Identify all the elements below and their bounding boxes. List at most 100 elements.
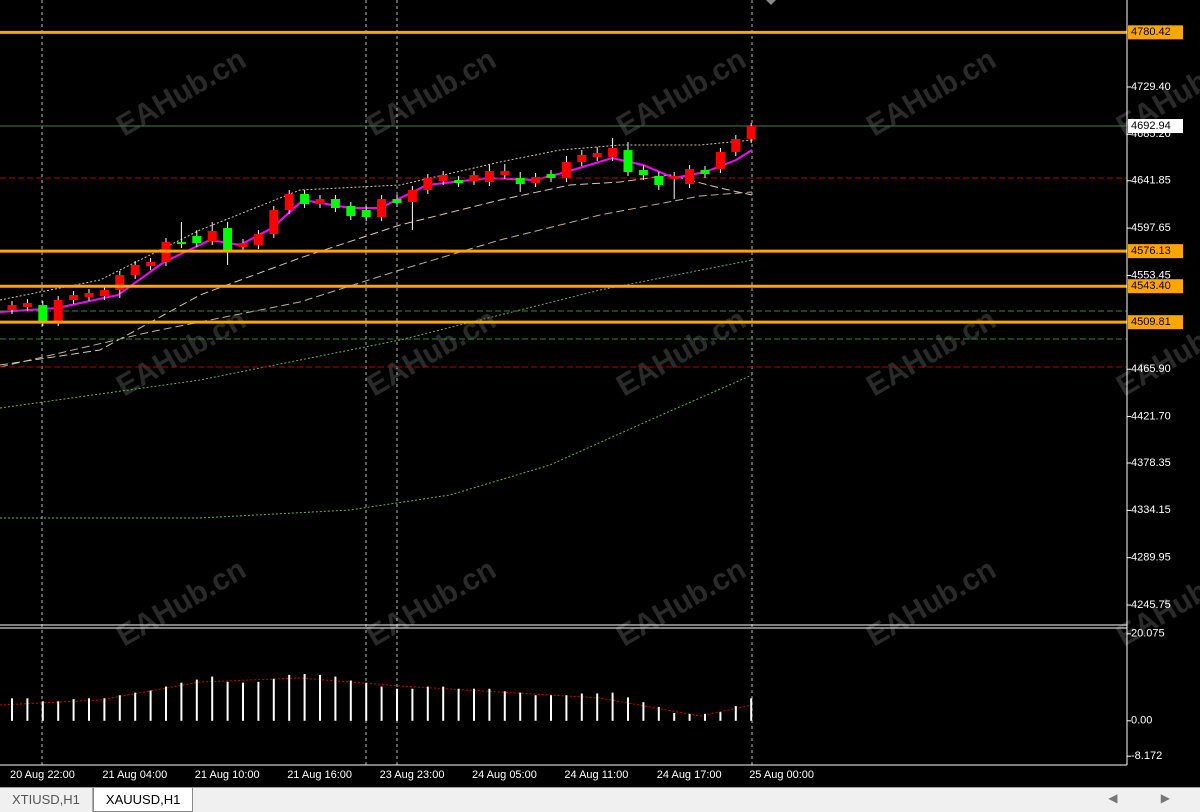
candle-body bbox=[130, 264, 140, 276]
histogram-bar bbox=[565, 695, 568, 721]
candle-body bbox=[84, 293, 94, 298]
histogram-bar bbox=[11, 698, 13, 721]
candle-body bbox=[99, 290, 109, 297]
candle-body bbox=[300, 193, 310, 205]
watermark: EAHub.cn bbox=[861, 43, 1002, 143]
candle-body bbox=[346, 205, 356, 217]
tab[interactable]: XAUUSD,H1 bbox=[92, 788, 194, 812]
candle-body bbox=[700, 169, 710, 175]
tab-scroll[interactable]: ◀ ▶ bbox=[1108, 791, 1190, 805]
histogram-bar bbox=[319, 674, 321, 721]
candle-body bbox=[685, 169, 695, 185]
histogram-bar bbox=[118, 695, 121, 721]
candle-body bbox=[715, 151, 725, 170]
histogram-bar bbox=[303, 674, 306, 721]
indicators bbox=[0, 139, 753, 717]
histogram-bar bbox=[349, 680, 352, 721]
candle-body bbox=[377, 199, 387, 218]
histogram-bar bbox=[211, 676, 214, 721]
candle-body bbox=[623, 150, 633, 173]
watermarks: EAHub.cn EAHub.cn EAHub.cn EAHub.cn EAHu… bbox=[111, 43, 1200, 653]
histogram-bar bbox=[396, 688, 398, 721]
histogram-bar bbox=[26, 698, 29, 721]
watermark: EAHub.cn bbox=[361, 553, 502, 653]
histogram-bar bbox=[688, 713, 691, 721]
level-label: 4576.13 bbox=[1131, 245, 1171, 257]
level-label: 4543.40 bbox=[1131, 280, 1171, 292]
candle-body bbox=[53, 300, 63, 322]
histogram-bar bbox=[704, 713, 706, 721]
histogram-bar bbox=[41, 701, 44, 721]
candle-body bbox=[500, 171, 510, 176]
histogram-bar bbox=[534, 695, 537, 721]
histogram-bar bbox=[550, 695, 552, 721]
histogram-bar bbox=[103, 698, 106, 721]
candle-body bbox=[392, 199, 402, 203]
y-tick-label: 20.075 bbox=[1131, 628, 1165, 640]
watermark: EAHub.cn bbox=[111, 553, 252, 653]
histogram-bar bbox=[334, 676, 337, 721]
histogram-bar bbox=[88, 698, 90, 721]
y-tick-label: 4553.45 bbox=[1131, 269, 1171, 281]
histogram-bar bbox=[750, 698, 753, 721]
shift-marker bbox=[766, 0, 776, 5]
histogram-bar bbox=[473, 688, 475, 721]
candle-body bbox=[69, 294, 79, 301]
level-label-box bbox=[1128, 244, 1183, 259]
x-tick-label: 23 Aug 23:00 bbox=[380, 769, 445, 781]
histogram-bar bbox=[226, 681, 229, 721]
level-label-box bbox=[1128, 279, 1183, 294]
ma-mid bbox=[0, 259, 753, 409]
y-tick-label: 4465.90 bbox=[1131, 363, 1171, 375]
candle-body bbox=[577, 154, 587, 163]
ma-fast bbox=[0, 149, 753, 313]
candle-body bbox=[361, 210, 371, 218]
signal-line bbox=[0, 677, 753, 717]
level-label-box bbox=[1128, 25, 1183, 40]
histogram-bar bbox=[657, 706, 660, 721]
level-label-box bbox=[1128, 315, 1183, 330]
histogram-bar bbox=[257, 681, 260, 721]
candle-body bbox=[407, 190, 417, 203]
histogram-bar bbox=[180, 682, 183, 721]
histogram-bar bbox=[380, 686, 383, 721]
candle-body bbox=[284, 193, 294, 211]
y-tick-label: 4421.70 bbox=[1131, 410, 1171, 422]
candle-body bbox=[192, 236, 202, 244]
histogram-bar bbox=[411, 688, 414, 721]
level-label: 4509.81 bbox=[1131, 316, 1171, 328]
candle-body bbox=[638, 169, 648, 176]
candle-body bbox=[608, 148, 618, 158]
y-tick-label: 4729.40 bbox=[1131, 81, 1171, 93]
histogram-bar bbox=[165, 686, 167, 721]
histogram-bar bbox=[457, 688, 460, 721]
watermark: EAHub.cn bbox=[611, 43, 752, 143]
candle-body bbox=[592, 153, 602, 158]
candle-body bbox=[746, 126, 756, 140]
histogram-bar bbox=[134, 692, 137, 721]
x-tick-label: 21 Aug 16:00 bbox=[287, 769, 352, 781]
tab[interactable]: XTIUSD,H1 bbox=[0, 788, 93, 812]
candle-body bbox=[454, 180, 464, 184]
candle-body bbox=[22, 303, 32, 307]
histogram-bar bbox=[149, 690, 152, 721]
candle-body bbox=[515, 178, 525, 185]
ma-slow bbox=[0, 374, 753, 519]
histogram-bar bbox=[596, 693, 599, 721]
x-tick-label: 25 Aug 00:00 bbox=[749, 769, 814, 781]
histogram-bar bbox=[611, 692, 614, 721]
candle-body bbox=[731, 139, 741, 152]
histogram-bar bbox=[627, 697, 629, 721]
candle-body bbox=[654, 175, 664, 185]
candle-body bbox=[546, 174, 556, 179]
y-tick-label: -8.172 bbox=[1131, 750, 1162, 762]
candle-body bbox=[669, 175, 679, 179]
band-lower bbox=[0, 174, 753, 366]
tab-bar: XTIUSD,H1 XAUUSD,H1 ◀ ▶ bbox=[0, 787, 1200, 812]
histogram-bar bbox=[442, 686, 445, 721]
x-tick-label: 21 Aug 10:00 bbox=[195, 769, 260, 781]
candle-body bbox=[438, 175, 448, 182]
watermark: EAHub.cn bbox=[361, 43, 502, 143]
x-tick-label: 24 Aug 17:00 bbox=[657, 769, 722, 781]
